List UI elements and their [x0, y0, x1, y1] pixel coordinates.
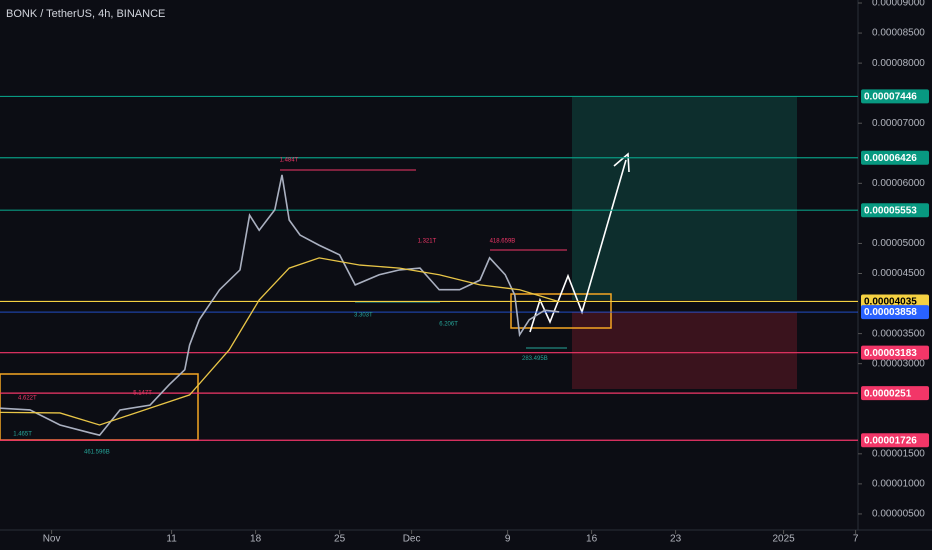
- price-tag: [861, 294, 929, 309]
- price-tag-label: 0.00001726: [864, 435, 917, 446]
- y-tick-label: 0.00000500: [872, 509, 925, 520]
- price-tag-label: 0.00003858: [864, 307, 917, 318]
- x-tick-label: 2025: [772, 534, 795, 545]
- annotation: 1.484T: [280, 157, 299, 163]
- target-zone: [572, 96, 797, 300]
- chart-title: BONK / TetherUS, 4h, BINANCE: [6, 8, 165, 20]
- annotation: 283.495B: [522, 356, 548, 362]
- annotation: 6.206T: [439, 322, 458, 328]
- annotation: 4.622T: [18, 396, 37, 402]
- y-tick-label: 0.00006000: [872, 178, 925, 189]
- price-tag-label: 0.00004035: [864, 297, 917, 308]
- price-tag-label: 0.00006426: [864, 153, 917, 164]
- price-tag-label: 0.00007446: [864, 92, 917, 103]
- annotation: 461.596B: [84, 450, 110, 456]
- x-tick-label: Nov: [43, 534, 61, 545]
- price-tag: [861, 345, 929, 360]
- price-line: [0, 174, 560, 437]
- price-tag: [861, 305, 929, 320]
- y-tick-label: 0.00003000: [872, 358, 925, 369]
- price-tag: [861, 150, 929, 165]
- price-tag: [861, 433, 929, 448]
- price-tag: [861, 386, 929, 401]
- y-tick-label: 0.00004500: [872, 268, 925, 279]
- x-tick-label: 23: [670, 534, 682, 545]
- y-tick-label: 0.00007000: [872, 118, 925, 129]
- y-tick-label: 0.00008500: [872, 28, 925, 39]
- stop-zone: [572, 312, 797, 389]
- y-tick-label: 0.00001500: [872, 448, 925, 459]
- y-tick-label: 0.00003500: [872, 328, 925, 339]
- x-tick-label: 16: [586, 534, 598, 545]
- x-tick-label: 7: [853, 534, 859, 545]
- arrow-head: [613, 152, 630, 173]
- annotation: 3.303T: [354, 313, 373, 319]
- x-tick-label: Dec: [403, 534, 421, 545]
- price-tag-label: 0.00005553: [864, 205, 917, 216]
- annotation: 1.321T: [418, 239, 437, 245]
- annotation: 1.465T: [13, 432, 32, 438]
- x-tick-label: 9: [505, 534, 511, 545]
- price-line: [0, 257, 560, 426]
- annotation: 5.147T: [133, 391, 152, 397]
- annotation: 418.659B: [490, 239, 516, 245]
- x-tick-label: 11: [166, 534, 177, 545]
- price-tag-label: 0.00003183: [864, 348, 917, 359]
- x-tick-label: 18: [250, 534, 262, 545]
- price-tag: [861, 89, 929, 104]
- y-tick-label: 0.00008000: [872, 58, 925, 69]
- y-tick-label: 0.00001000: [872, 479, 925, 490]
- price-tag-label: 0.0000251: [864, 388, 912, 399]
- y-tick-label: 0.00009000: [872, 0, 925, 9]
- x-tick-label: 25: [334, 534, 346, 545]
- price-tag: [861, 203, 929, 218]
- y-tick-label: 0.00005000: [872, 238, 925, 249]
- projection-arrow: [529, 159, 627, 333]
